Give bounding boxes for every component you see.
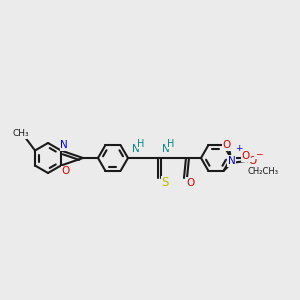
Text: O: O xyxy=(248,156,256,166)
Text: O: O xyxy=(242,151,250,161)
Text: N: N xyxy=(132,144,140,154)
Text: N: N xyxy=(162,144,170,154)
Text: N: N xyxy=(60,140,68,151)
Text: N: N xyxy=(228,156,236,166)
Text: CH₃: CH₃ xyxy=(12,129,29,138)
Text: CH₂CH₃: CH₂CH₃ xyxy=(248,167,278,176)
Text: H: H xyxy=(167,139,175,149)
Text: H: H xyxy=(137,139,145,149)
Text: S: S xyxy=(161,176,169,190)
Text: O: O xyxy=(222,140,231,150)
Text: O: O xyxy=(62,167,70,176)
Text: O: O xyxy=(187,178,195,188)
Text: +: + xyxy=(235,145,242,154)
Text: −: − xyxy=(255,149,262,158)
